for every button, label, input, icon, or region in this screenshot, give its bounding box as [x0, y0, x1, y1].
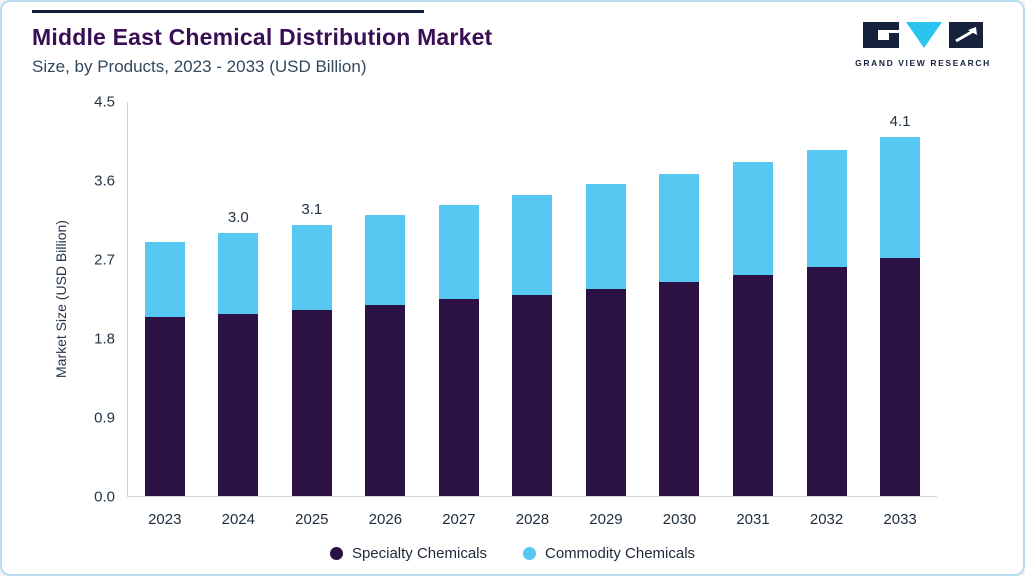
gvr-logo: GRAND VIEW RESEARCH	[849, 22, 997, 68]
y-tick-label: 4.5	[94, 93, 115, 111]
bar-segment-commodity	[291, 224, 332, 311]
page-title: Middle East Chemical Distribution Market	[32, 24, 493, 50]
bar-segment-commodity	[438, 205, 479, 299]
legend-label-commodity: Commodity Chemicals	[545, 545, 696, 562]
legend-item-specialty: Specialty Chemicals	[329, 545, 487, 562]
bar-segment-specialty	[512, 294, 553, 496]
bar-segment-commodity	[512, 194, 553, 295]
legend-item-commodity: Commodity Chemicals	[523, 545, 695, 562]
x-tick-label: 2026	[368, 511, 403, 528]
bar-2028: 2028	[512, 102, 553, 528]
bar-segment-commodity	[806, 150, 847, 267]
bar-segment-commodity	[218, 233, 259, 314]
top-accent-line	[32, 10, 424, 13]
bar-segment-commodity	[880, 137, 921, 258]
x-tick-label: 2025	[295, 511, 329, 528]
x-tick-label: 2028	[515, 511, 550, 528]
bar-2031: 2031	[733, 102, 774, 528]
plot-area: 2023 3.0 2024 3.1 2025 2026 2027 2028 2029 2030 20…	[127, 102, 937, 528]
gvr-logo-mark	[863, 22, 983, 48]
logo-text: GRAND VIEW RESEARCH	[855, 58, 991, 68]
x-tick-label: 2030	[662, 511, 697, 528]
y-tick-label: 0.9	[94, 409, 115, 427]
bar-segment-commodity	[144, 242, 185, 317]
legend-swatch-commodity	[523, 547, 536, 560]
bar-value-label: 4.1	[889, 113, 911, 131]
bar-2033: 4.1 2033	[880, 102, 921, 528]
y-tick-label: 3.6	[94, 172, 115, 190]
bar-segment-specialty	[806, 266, 847, 496]
bar-segment-specialty	[365, 305, 406, 496]
legend: Specialty Chemicals Commodity Chemicals	[2, 545, 1023, 562]
y-tick-label: 1.8	[94, 330, 115, 348]
bar-segment-specialty	[659, 282, 700, 496]
legend-swatch-specialty	[329, 547, 343, 560]
y-tick-label: 0.0	[94, 488, 115, 506]
y-tick-label: 2.7	[94, 251, 115, 269]
chart-area: Market Size (USD Billion) 0.0 0.9 1.8 2.7 3.…	[47, 94, 937, 528]
bar-segment-specialty	[585, 288, 626, 496]
bar-segment-specialty	[438, 299, 479, 496]
bar-2030: 2030	[659, 102, 700, 528]
x-tick-label: 2023	[148, 511, 182, 528]
bar-value-label: 3.0	[227, 209, 249, 227]
bar-2025: 3.1 2025	[291, 102, 332, 528]
bar-segment-specialty	[144, 316, 185, 496]
bar-segment-commodity	[365, 214, 406, 306]
x-tick-label: 2029	[589, 511, 623, 528]
y-axis: 0.0 0.9 1.8 2.7 3.6 4.5	[75, 94, 127, 506]
bar-segment-specialty	[733, 274, 774, 496]
chart-header: Middle East Chemical Distribution Market…	[32, 24, 492, 77]
bar-2032: 2032	[806, 102, 847, 528]
bar-segment-commodity	[659, 173, 700, 283]
bar-2023: 2023	[144, 102, 185, 528]
bar-2029: 2029	[585, 102, 626, 528]
bar-2026: 2026	[365, 102, 406, 528]
y-axis-title: Market Size (USD Billion)	[53, 220, 69, 379]
bar-2027: 2027	[438, 102, 479, 528]
x-tick-label: 2031	[736, 511, 770, 528]
x-tick-label: 2033	[883, 511, 917, 528]
legend-label-specialty: Specialty Chemicals	[351, 545, 487, 562]
x-tick-label: 2027	[442, 511, 476, 528]
chart-subtitle: Size, by Products, 2023 - 2033 (USD Bill…	[32, 57, 367, 76]
bar-segment-commodity	[733, 162, 774, 275]
bar-segment-specialty	[880, 257, 921, 496]
x-tick-label: 2032	[809, 511, 844, 528]
x-tick-label: 2024	[221, 511, 255, 528]
bar-2024: 3.0 2024	[218, 102, 259, 528]
bar-value-label: 3.1	[301, 200, 323, 218]
bar-segment-specialty	[218, 313, 259, 496]
bar-segment-commodity	[585, 184, 626, 289]
bar-segment-specialty	[291, 310, 332, 496]
